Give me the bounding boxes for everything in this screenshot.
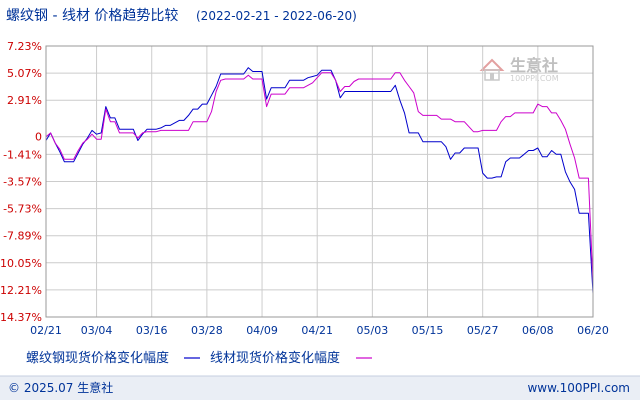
plot-frame <box>45 45 594 318</box>
x-tick-label: 03/16 <box>136 324 168 337</box>
y-tick-label: 2.91% <box>7 94 42 107</box>
footer: © 2025.07 生意社 www.100PPI.com <box>0 375 640 400</box>
legend-label-series-1: 螺纹钢现货价格变化幅度 <box>26 350 169 366</box>
house-logo-icon <box>479 58 505 81</box>
x-tick-label: 06/08 <box>522 324 554 337</box>
footer-bar <box>0 376 640 400</box>
y-tick-label: -10.05% <box>0 257 42 270</box>
footer-copyright: © 2025.07 生意社 <box>8 380 113 395</box>
footer-link[interactable]: www.100PPI.com <box>527 381 630 395</box>
y-tick-label: -14.37% <box>0 311 42 324</box>
x-tick-label: 05/27 <box>467 324 499 337</box>
x-tick-label: 02/21 <box>30 324 62 337</box>
x-tick-label: 03/28 <box>191 324 223 337</box>
series-lines <box>45 67 594 294</box>
x-tick-label: 04/09 <box>246 324 278 337</box>
x-tick-label: 03/04 <box>81 324 113 337</box>
watermark-site: 100PPI.COM <box>510 74 559 83</box>
y-tick-label: -5.73% <box>3 203 42 216</box>
legend: 螺纹钢现货价格变化幅度 线材现货价格变化幅度 <box>26 350 372 366</box>
x-axis-ticks: 02/21 03/04 03/16 03/28 04/09 04/21 05/03 05/15… <box>30 324 609 337</box>
x-tick-label: 06/20 <box>577 324 609 337</box>
y-tick-label: 7.23% <box>7 40 42 53</box>
y-tick-label: -1.41% <box>3 148 42 161</box>
chart-title: 螺纹钢 - 线材 价格趋势比较 <box>6 8 178 24</box>
x-tick-label: 05/15 <box>412 324 444 337</box>
y-tick-label: 5.07% <box>7 67 42 80</box>
x-tick-label: 05/03 <box>357 324 389 337</box>
y-tick-label: -12.21% <box>0 284 42 297</box>
watermark-brand: 生意社 <box>510 56 558 75</box>
date-range: (2022-02-21 - 2022-06-20) <box>196 9 357 23</box>
legend-label-series-2: 线材现货价格变化幅度 <box>210 350 340 366</box>
y-tick-label: -7.89% <box>3 230 42 243</box>
series-line-1 <box>45 67 594 294</box>
y-axis-ticks: 7.23% 5.07% 2.91% 0 -1.41% -3.57% -5.73% -7.89%… <box>0 40 42 324</box>
series-line-2 <box>45 72 594 283</box>
y-tick-label: 0 <box>35 131 42 144</box>
grid-lines <box>45 45 594 318</box>
watermark-logo: 生意社 100PPI.COM <box>479 56 559 83</box>
x-tick-label: 04/21 <box>301 324 333 337</box>
y-tick-label: -3.57% <box>3 176 42 189</box>
